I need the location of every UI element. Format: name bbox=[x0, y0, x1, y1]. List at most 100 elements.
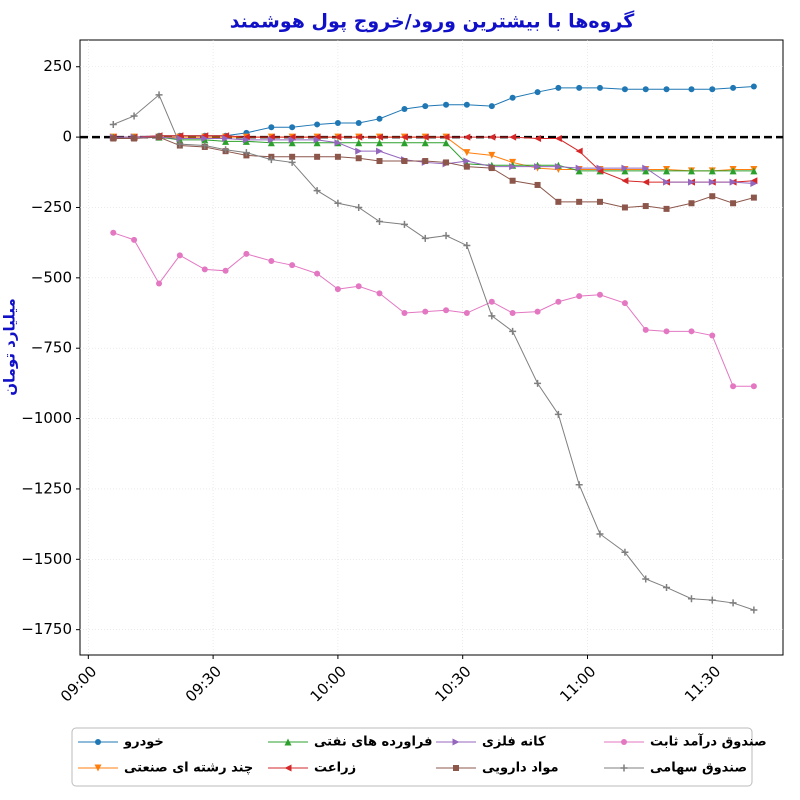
marker bbox=[442, 139, 450, 147]
legend-label: کانه فلزی bbox=[482, 735, 546, 750]
marker bbox=[376, 147, 384, 155]
y-tick-label: −1750 bbox=[21, 620, 72, 638]
marker bbox=[621, 164, 629, 172]
marker bbox=[400, 133, 408, 141]
marker bbox=[642, 203, 649, 210]
y-tick-label: −1500 bbox=[21, 550, 72, 568]
marker bbox=[555, 198, 562, 205]
marker bbox=[242, 133, 250, 141]
marker bbox=[355, 155, 362, 162]
marker bbox=[509, 177, 516, 184]
marker bbox=[555, 84, 562, 91]
marker bbox=[288, 139, 296, 147]
legend-item: خودرو bbox=[78, 735, 164, 750]
marker bbox=[488, 312, 496, 320]
y-tick-label: −750 bbox=[31, 339, 72, 357]
marker bbox=[621, 739, 627, 745]
marker bbox=[730, 383, 737, 390]
marker bbox=[642, 86, 649, 93]
marker bbox=[443, 307, 450, 314]
x-tick-label: 10:30 bbox=[431, 662, 474, 705]
marker bbox=[750, 606, 758, 614]
marker bbox=[289, 153, 296, 160]
marker bbox=[267, 133, 275, 141]
marker bbox=[442, 232, 450, 240]
marker bbox=[708, 596, 716, 604]
marker bbox=[288, 133, 296, 141]
marker bbox=[534, 89, 541, 96]
marker bbox=[488, 298, 495, 305]
marker bbox=[401, 105, 408, 112]
marker bbox=[642, 167, 650, 175]
marker bbox=[463, 149, 471, 157]
marker bbox=[554, 135, 562, 143]
marker bbox=[642, 164, 650, 172]
marker bbox=[576, 84, 583, 91]
marker bbox=[284, 764, 292, 772]
marker bbox=[621, 548, 629, 556]
marker bbox=[663, 328, 670, 335]
marker bbox=[509, 94, 516, 101]
marker bbox=[620, 764, 628, 772]
legend-label: فراورده های نفتی bbox=[314, 735, 433, 750]
marker bbox=[201, 132, 209, 140]
x-tick-label: 11:30 bbox=[681, 662, 724, 705]
marker bbox=[554, 163, 562, 171]
marker bbox=[355, 133, 363, 141]
marker bbox=[242, 136, 250, 144]
marker bbox=[688, 200, 695, 207]
marker bbox=[488, 165, 495, 172]
marker bbox=[176, 252, 183, 259]
chart-title: گروه‌ها با بیشترین ورود/خروج پول هوشمند bbox=[230, 10, 636, 33]
x-tick-label: 09:30 bbox=[182, 662, 225, 705]
y-axis-label: میلیارد تومان bbox=[1, 298, 19, 396]
marker bbox=[376, 290, 383, 297]
marker bbox=[687, 167, 695, 175]
marker bbox=[687, 178, 695, 186]
marker bbox=[453, 765, 459, 771]
marker bbox=[110, 229, 117, 236]
marker bbox=[730, 84, 737, 91]
marker bbox=[663, 178, 671, 186]
marker bbox=[334, 199, 342, 207]
y-tick-label: −1250 bbox=[21, 479, 72, 497]
marker bbox=[222, 146, 230, 154]
marker bbox=[575, 167, 583, 175]
marker bbox=[267, 136, 275, 144]
series-line bbox=[113, 136, 754, 172]
marker bbox=[463, 241, 471, 249]
marker bbox=[289, 262, 296, 269]
x-tick-label: 11:00 bbox=[556, 662, 599, 705]
marker bbox=[401, 310, 408, 317]
marker bbox=[729, 167, 737, 175]
legend-label: صندوق درآمد ثابت bbox=[650, 733, 767, 750]
marker bbox=[313, 187, 321, 195]
marker bbox=[596, 530, 604, 538]
marker bbox=[576, 293, 583, 300]
marker bbox=[376, 115, 383, 122]
marker bbox=[463, 310, 470, 317]
marker bbox=[314, 153, 321, 160]
marker bbox=[621, 300, 628, 307]
y-tick-label: −1000 bbox=[21, 409, 72, 427]
marker bbox=[488, 151, 496, 159]
marker bbox=[750, 177, 758, 185]
legend-box bbox=[71, 727, 753, 787]
marker bbox=[621, 167, 629, 175]
marker bbox=[313, 133, 321, 141]
marker bbox=[575, 147, 583, 155]
marker bbox=[575, 164, 583, 172]
marker bbox=[313, 136, 321, 144]
marker bbox=[94, 764, 102, 772]
legend-item: صندوق سهامی bbox=[604, 761, 747, 776]
marker bbox=[201, 142, 209, 150]
marker bbox=[708, 178, 716, 186]
marker bbox=[750, 167, 758, 175]
legend-label: مواد دارویی bbox=[482, 761, 559, 776]
series-line bbox=[113, 136, 754, 172]
marker bbox=[222, 132, 230, 140]
marker bbox=[109, 120, 117, 128]
marker bbox=[400, 220, 408, 228]
legend-item: چند رشته ای صنعتی bbox=[78, 761, 253, 776]
